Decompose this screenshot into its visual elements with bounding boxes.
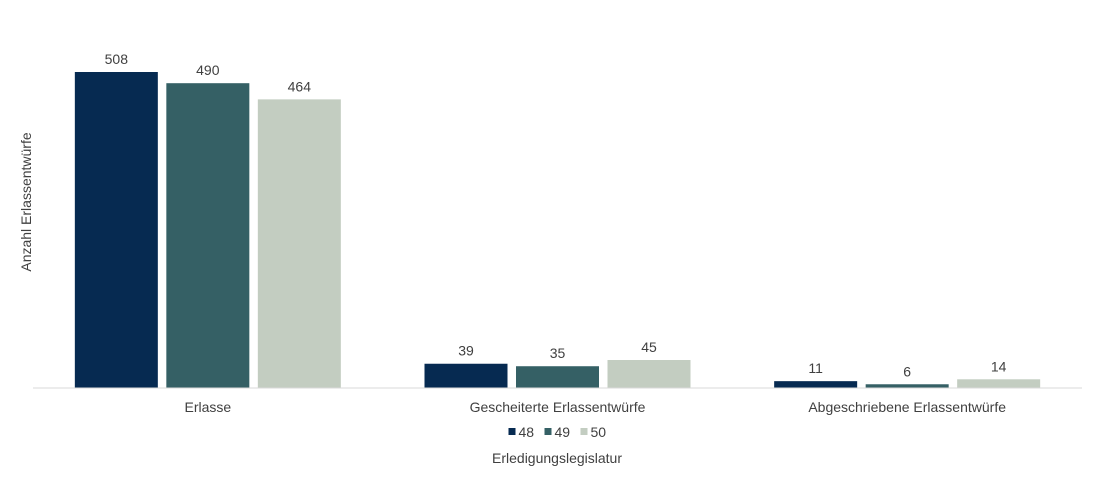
value-label-49-1: 35 [550,345,566,361]
legend-swatch-50 [580,428,588,435]
bar-48-1 [424,363,508,388]
legend-swatch-49 [544,428,552,435]
bar-49-0 [166,83,250,389]
value-label-48-0: 508 [105,51,129,67]
bar-48-2 [774,381,858,388]
value-label-48-2: 11 [808,360,823,376]
bar-50-1 [607,360,691,388]
legend-swatch-48 [508,428,516,435]
value-label-48-1: 39 [458,343,474,359]
y-axis-title: Anzahl Erlassentwürfe [18,132,34,272]
legend-label-49: 49 [555,424,571,440]
category-label-1: Gescheiterte Erlassentwürfe [470,399,646,415]
value-label-49-2: 6 [903,363,911,379]
value-label-50-0: 464 [288,78,312,94]
bars-group [74,72,1041,389]
bar-48-0 [74,72,158,388]
bar-49-1 [516,366,599,388]
value-label-49-0: 490 [196,62,220,78]
value-labels-group: 508 490 464 39 35 45 11 6 14 [105,51,1007,379]
bar-49-2 [865,384,949,388]
legend-label-50: 50 [591,424,607,440]
bar-50-0 [257,99,341,388]
x-axis-title: Erledigungslegislatur [492,450,622,466]
category-label-2: Abgeschriebene Erlassentwürfe [808,399,1006,415]
value-label-50-1: 45 [641,339,657,355]
category-labels-group: Erlasse Gescheiterte Erlassentwürfe Abgesc… [184,399,1006,415]
value-label-50-2: 14 [991,358,1007,374]
legend: 48 49 50 [508,424,607,440]
legend-label-48: 48 [519,424,535,440]
category-label-0: Erlasse [184,399,231,415]
bar-50-2 [957,379,1041,388]
